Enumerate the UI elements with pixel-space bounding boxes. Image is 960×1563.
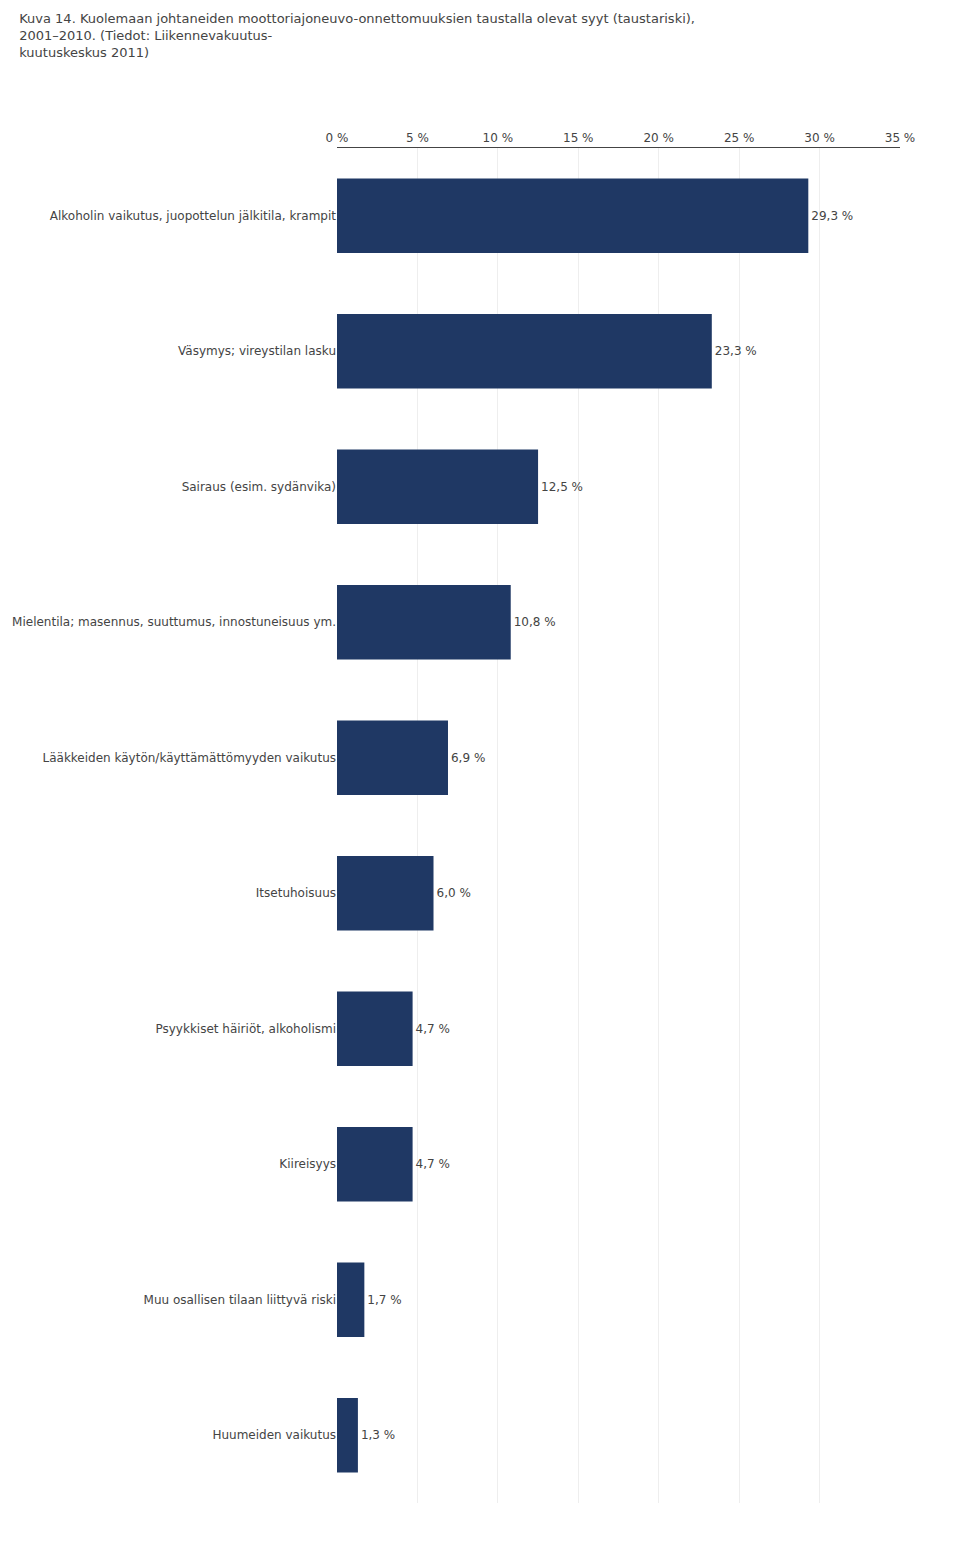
svg-text:1,7 %: 1,7 % xyxy=(367,1293,401,1307)
svg-text:Alkoholin vaikutus, juopottelu: Alkoholin vaikutus, juopottelun jälkitil… xyxy=(50,209,337,223)
svg-text:10 %: 10 % xyxy=(483,131,514,145)
svg-text:4,7 %: 4,7 % xyxy=(416,1157,450,1171)
svg-text:Kiireisyys: Kiireisyys xyxy=(279,1157,336,1171)
svg-text:Lääkkeiden käytön/käyttämättöm: Lääkkeiden käytön/käyttämättömyyden vaik… xyxy=(43,751,337,765)
svg-text:30 %: 30 % xyxy=(804,131,835,145)
svg-text:1,3 %: 1,3 % xyxy=(361,1428,395,1442)
svg-text:Huumeiden vaikutus: Huumeiden vaikutus xyxy=(212,1428,336,1442)
svg-text:0 %: 0 % xyxy=(326,131,349,145)
svg-text:29,3 %: 29,3 % xyxy=(811,209,853,223)
svg-text:Mielentila; masennus, suuttumu: Mielentila; masennus, suuttumus, innostu… xyxy=(12,615,336,629)
svg-text:Väsymys; vireystilan lasku: Väsymys; vireystilan lasku xyxy=(178,344,336,358)
svg-text:Itsetuhoisuus: Itsetuhoisuus xyxy=(256,886,336,900)
svg-text:Psyykkiset häiriöt, alkoholism: Psyykkiset häiriöt, alkoholismi xyxy=(155,1022,336,1036)
svg-text:12,5 %: 12,5 % xyxy=(541,480,583,494)
svg-text:Muu osallisen tilaan liittyvä: Muu osallisen tilaan liittyvä riski xyxy=(144,1293,336,1307)
svg-text:Sairaus (esim. sydänvika): Sairaus (esim. sydänvika) xyxy=(182,480,336,494)
svg-text:25 %: 25 % xyxy=(724,131,755,145)
svg-text:4,7 %: 4,7 % xyxy=(416,1022,450,1036)
svg-text:35 %: 35 % xyxy=(885,131,916,145)
svg-text:6,0 %: 6,0 % xyxy=(437,886,471,900)
svg-text:5 %: 5 % xyxy=(406,131,429,145)
svg-text:6,9 %: 6,9 % xyxy=(451,751,485,765)
svg-text:10,8 %: 10,8 % xyxy=(514,615,556,629)
svg-text:20 %: 20 % xyxy=(643,131,674,145)
svg-text:15 %: 15 % xyxy=(563,131,594,145)
svg-text:23,3 %: 23,3 % xyxy=(715,344,757,358)
svg-text:Kuva 14. Kuolemaan johtaneiden: Kuva 14. Kuolemaan johtaneiden moottoria… xyxy=(19,11,695,60)
